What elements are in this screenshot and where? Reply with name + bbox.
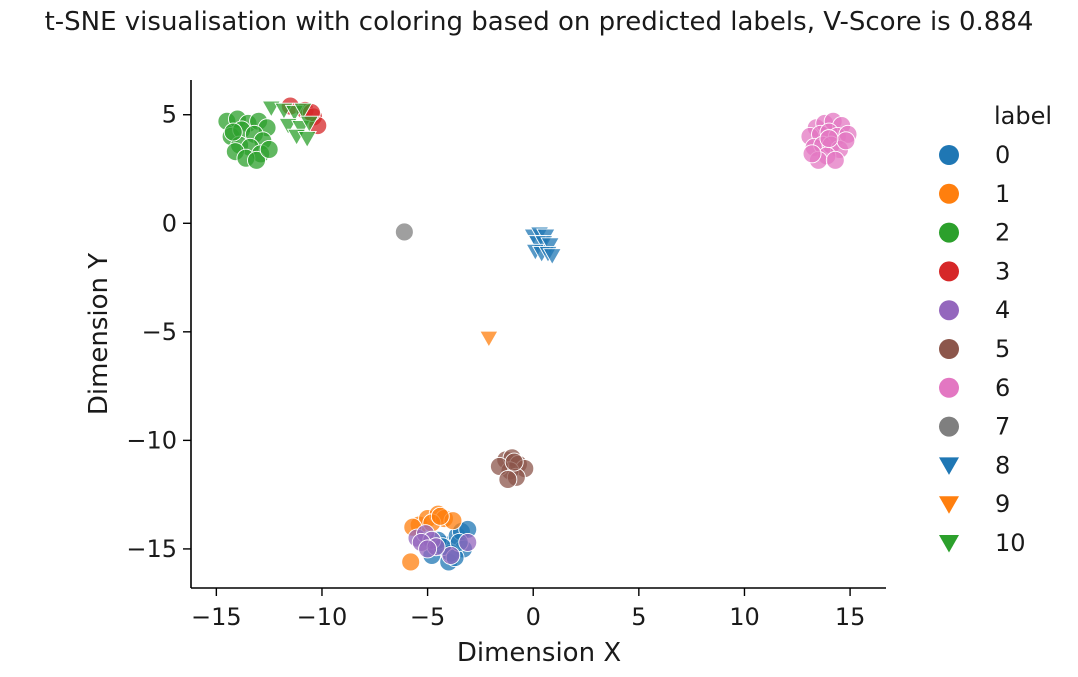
data-point-label-2 — [247, 150, 266, 170]
data-point-label-2 — [259, 140, 279, 159]
x-tick-label: 5 — [631, 603, 646, 631]
legend-marker-9 — [939, 496, 959, 514]
y-ticks: 5 0 −5 −10 −15 — [126, 101, 191, 563]
x-tick-label: −10 — [297, 603, 348, 631]
x-tick-label: 15 — [835, 603, 866, 631]
data-point-label-10 — [299, 115, 320, 133]
legend-label-2: 2 — [995, 219, 1010, 247]
legend-marker-1 — [939, 183, 959, 204]
points-layer — [217, 96, 858, 572]
legend-marker-6 — [939, 377, 959, 398]
legend: label 0 1 2 3 4 5 6 7 8 9 10 — [939, 102, 1052, 557]
data-point-label-1 — [430, 506, 450, 526]
legend-label-10: 10 — [995, 529, 1026, 557]
data-point-label-9 — [479, 330, 499, 348]
legend-label-4: 4 — [995, 296, 1010, 324]
x-tick-label: −15 — [191, 603, 242, 631]
data-point-label-2 — [223, 122, 243, 142]
legend-marker-10 — [939, 535, 959, 553]
y-tick-label: 5 — [162, 101, 177, 129]
data-point-label-10 — [293, 102, 313, 120]
legend-label-9: 9 — [995, 490, 1010, 518]
data-point-label-5 — [504, 452, 524, 472]
x-tick-label: 0 — [526, 603, 541, 631]
legend-label-7: 7 — [995, 413, 1010, 441]
legend-marker-2 — [939, 222, 959, 243]
data-point-label-4 — [418, 539, 438, 559]
legend-label-6: 6 — [995, 374, 1010, 402]
data-point-label-7 — [394, 222, 414, 242]
y-tick-label: −15 — [126, 535, 177, 563]
legend-label-0: 0 — [995, 141, 1010, 169]
chart-title: t-SNE visualisation with coloring based … — [45, 7, 1034, 37]
x-ticks: −15 −10 −5 0 5 10 15 — [191, 588, 865, 631]
legend-title: label — [994, 102, 1052, 130]
data-point-label-5 — [498, 470, 518, 489]
data-point-label-8 — [542, 248, 563, 266]
data-point-label-6 — [802, 144, 822, 164]
data-point-label-4 — [441, 545, 461, 565]
x-tick-label: −5 — [410, 603, 445, 631]
data-point-label-6 — [836, 131, 856, 151]
legend-marker-4 — [939, 300, 959, 321]
legend-marker-0 — [939, 145, 959, 165]
data-point-label-6 — [825, 150, 845, 170]
legend-marker-5 — [939, 339, 959, 359]
legend-label-8: 8 — [995, 451, 1010, 479]
legend-marker-8 — [939, 457, 959, 475]
legend-marker-3 — [939, 261, 959, 282]
data-point-label-4 — [458, 532, 478, 552]
legend-label-3: 3 — [995, 257, 1010, 285]
x-axis-label: Dimension X — [457, 638, 621, 668]
y-tick-label: −10 — [126, 426, 177, 454]
legend-label-5: 5 — [995, 335, 1010, 363]
data-point-label-8 — [540, 237, 560, 255]
y-tick-label: 0 — [162, 209, 177, 237]
x-tick-label: 10 — [729, 603, 760, 631]
data-point-label-6 — [819, 129, 839, 149]
legend-marker-7 — [939, 416, 959, 437]
legend-label-1: 1 — [995, 180, 1010, 208]
y-axis-label: Dimension Y — [84, 253, 114, 415]
data-point-label-10 — [297, 130, 317, 149]
y-tick-label: −5 — [142, 318, 177, 346]
data-point-label-1 — [401, 552, 421, 572]
